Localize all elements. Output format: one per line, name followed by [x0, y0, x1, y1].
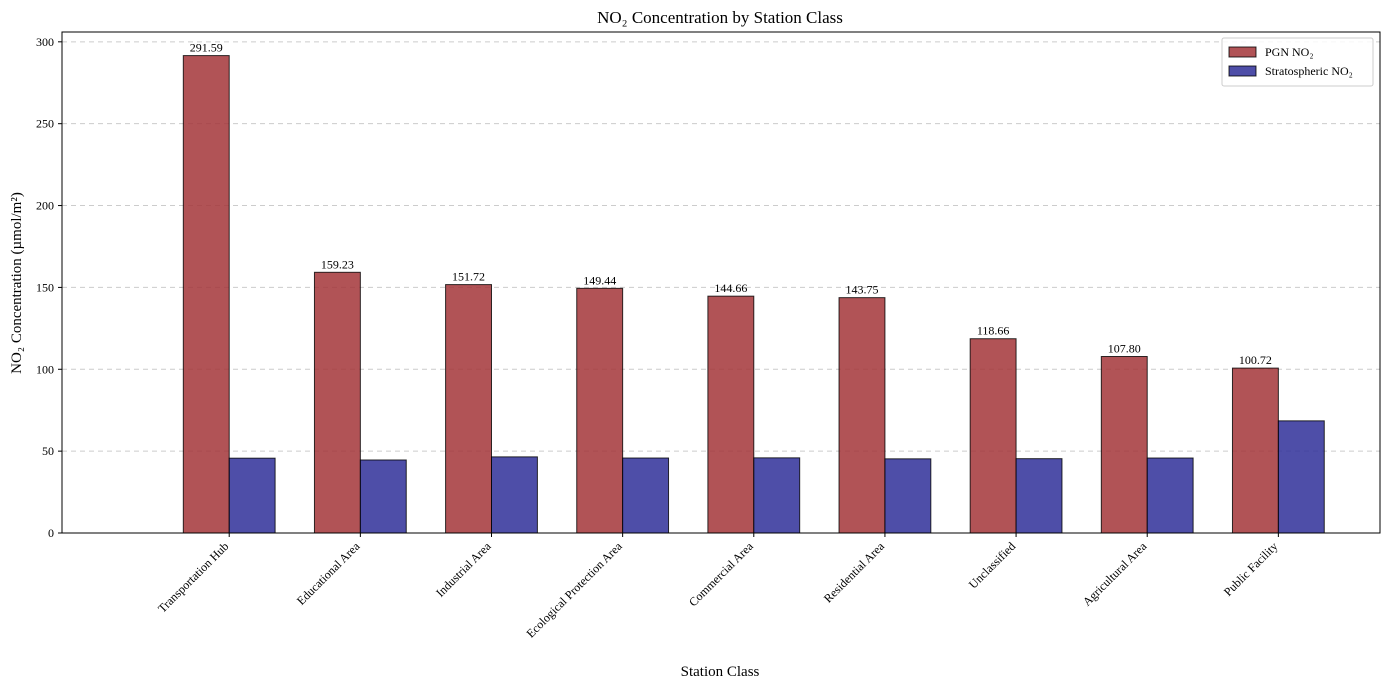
legend-box: [1221, 37, 1374, 87]
bar-stratospheric: [753, 457, 801, 534]
bar-stratospheric: [359, 459, 407, 534]
bar-stratospheric: [1277, 420, 1325, 534]
bar-value-label: 151.72: [452, 270, 485, 284]
bar-pgn: [445, 284, 492, 534]
bar-pgn: [313, 271, 361, 534]
bar-value-label: 107.80: [1108, 342, 1141, 356]
bar-pgn: [838, 297, 886, 534]
y-tick-label: 50: [42, 444, 54, 458]
x-tick-label: Public Facility: [1221, 539, 1281, 599]
legend-label: Stratospheric NO₂: [1265, 64, 1353, 78]
x-tick-label: Commercial Area: [686, 539, 756, 609]
bar-pgn: [969, 338, 1017, 534]
plot-frame: [61, 31, 1381, 534]
bar-pgn: [707, 295, 755, 534]
bar-pgn: [1100, 356, 1148, 534]
y-axis-ticks: 0 50 100 150 200 250 300: [36, 35, 62, 540]
bar-stratospheric: [1146, 457, 1194, 534]
bar-value-labels: 291.59 159.23 151.72 149.44 144.66 143.75 118.…: [190, 41, 1272, 368]
legend: PGN NO₂ Stratospheric NO₂: [1221, 37, 1374, 87]
x-tick-label: Unclassified: [966, 539, 1018, 591]
x-tick-label: Industrial Area: [433, 539, 494, 600]
y-tick-label: 100: [36, 362, 54, 376]
bar-stratospheric: [622, 457, 670, 534]
bar-stratospheric: [228, 457, 276, 534]
bar-value-label: 100.72: [1239, 353, 1272, 367]
x-tick-label: Transportation Hub: [155, 539, 231, 615]
bar-value-label: 159.23: [321, 257, 354, 271]
x-tick-label: Agricultural Area: [1080, 539, 1150, 609]
bar-value-label: 291.59: [190, 41, 223, 55]
bar-pgn: [576, 287, 624, 534]
bar-pgn: [182, 55, 230, 534]
y-axis-label: NO₂ Concentration (µmol/m²): [9, 192, 25, 374]
x-axis-label: Station Class: [681, 664, 760, 680]
bar-value-label: 118.66: [977, 324, 1010, 338]
y-tick-label: 150: [36, 280, 54, 294]
y-tick-label: 250: [36, 117, 54, 131]
legend-label: PGN NO₂: [1265, 45, 1314, 59]
y-tick-label: 300: [36, 35, 54, 49]
bars: [182, 55, 1325, 534]
x-tick-label: Educational Area: [294, 539, 363, 608]
x-axis-ticks: Transportation Hub Educational Area Indust…: [155, 533, 1280, 641]
bar-value-label: 143.75: [845, 283, 878, 297]
y-tick-label: 0: [48, 526, 54, 540]
x-tick-label: Ecological Protection Area: [523, 539, 625, 641]
bar-value-label: 149.44: [583, 273, 616, 287]
bar-stratospheric: [884, 458, 932, 534]
bar-stratospheric: [1015, 458, 1063, 534]
bar-pgn: [1231, 367, 1279, 534]
y-tick-label: 200: [36, 199, 54, 213]
legend-swatch: [1228, 46, 1257, 58]
legend-swatch: [1228, 65, 1257, 77]
bar-stratospheric: [490, 456, 538, 534]
grid-lines: [62, 41, 1380, 452]
x-tick-label: Residential Area: [821, 539, 888, 606]
bar-value-label: 144.66: [714, 281, 747, 295]
chart-title: NO₂ Concentration by Station Class: [597, 8, 843, 27]
